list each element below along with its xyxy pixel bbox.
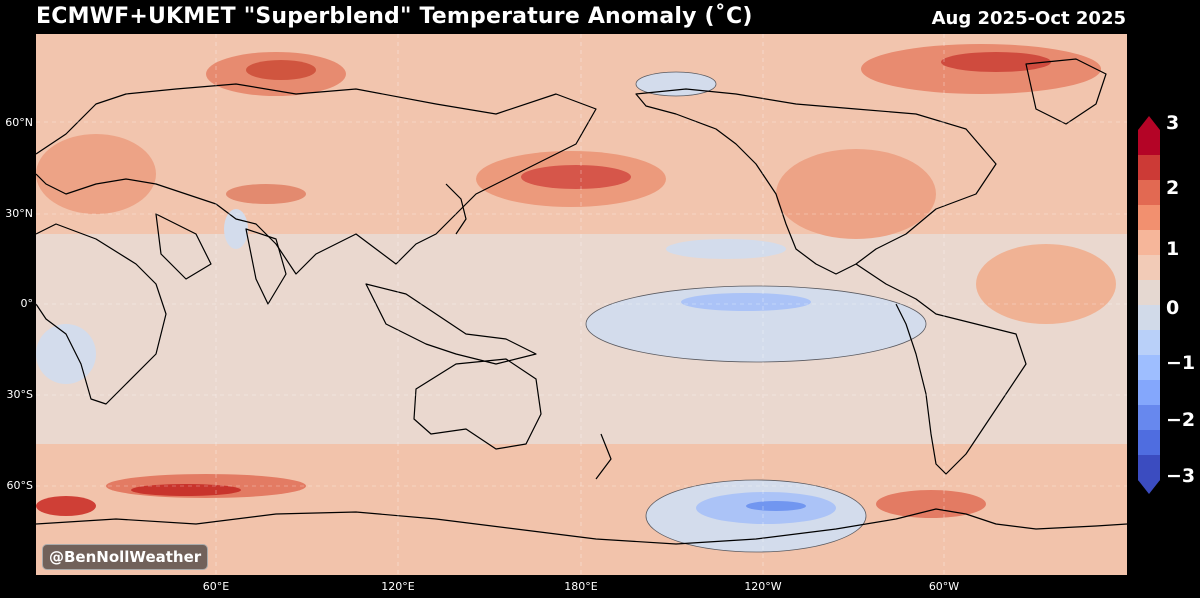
colorbar-extend-down-arrow — [1138, 480, 1160, 494]
anomaly-map — [36, 34, 1127, 575]
lon-label-60e: 60°E — [202, 580, 230, 593]
map-title: ECMWF+UKMET "Superblend" Temperature Ano… — [36, 4, 753, 29]
warm-anomaly-south-america — [976, 244, 1116, 324]
colorbar-tick-0: 0 — [1166, 297, 1180, 319]
colorbar-segment — [1138, 330, 1160, 356]
warm-anomaly-siberia-core — [246, 60, 316, 80]
cool-anomaly-india — [224, 209, 248, 249]
warm-anomaly-southern-ocean-east — [876, 490, 986, 518]
colorbar-segment — [1138, 355, 1160, 381]
lon-label-180e: 180°E — [564, 580, 598, 593]
colorbar-tick-minus-1: −1 — [1166, 352, 1196, 374]
colorbar-segment — [1138, 155, 1160, 181]
lat-label-60s: 60°S — [6, 479, 33, 492]
colorbar-segment — [1138, 380, 1160, 406]
coastlines — [36, 58, 1127, 545]
lat-label-30s: 30°S — [6, 388, 33, 401]
warm-anomaly-tibet — [226, 184, 306, 204]
colorbar-segment — [1138, 255, 1160, 281]
lat-label-30n: 30°N — [5, 207, 33, 220]
colorbar-tick-minus-2: −2 — [1166, 409, 1196, 431]
lon-label-60w: 60°W — [928, 580, 960, 593]
colorbar — [1138, 116, 1160, 494]
colorbar-segment — [1138, 405, 1160, 431]
cool-anomaly-equatorial-pacific — [585, 285, 927, 363]
colorbar-tick-minus-3: −3 — [1166, 465, 1196, 487]
cool-anomaly-equatorial-pacific-core — [681, 293, 811, 311]
colorbar-segment — [1138, 180, 1160, 206]
warm-anomaly-north-america — [776, 149, 936, 239]
lat-label-0: 0° — [20, 297, 34, 310]
cool-anomaly-atlantic — [36, 324, 96, 384]
colorbar-segment — [1138, 455, 1160, 481]
colorbar-tick-2: 2 — [1166, 177, 1180, 199]
cool-anomaly-antarctic-core — [746, 501, 806, 511]
colorbar-segment — [1138, 280, 1160, 306]
neutral-tropics — [36, 234, 1127, 444]
colorbar-segment — [1138, 230, 1160, 256]
colorbar-segment — [1138, 205, 1160, 231]
lat-label-60n: 60°N — [5, 116, 33, 129]
warm-anomaly-southern-ocean-west-core — [131, 484, 241, 496]
colorbar-tick-3: 3 — [1166, 112, 1180, 134]
warm-anomaly-north-pacific-core — [521, 165, 631, 189]
forecast-period: Aug 2025-Oct 2025 — [931, 8, 1126, 29]
colorbar-tick-1: 1 — [1166, 238, 1180, 260]
warm-anomaly-arctic-east-core — [941, 52, 1051, 72]
colorbar-extend-up-arrow — [1138, 116, 1160, 130]
colorbar-segment — [1138, 430, 1160, 456]
lon-label-120w: 120°W — [744, 580, 782, 593]
lon-label-120e: 120°E — [381, 580, 415, 593]
colorbar-segment — [1138, 305, 1160, 331]
graticule — [36, 34, 1127, 575]
cool-anomaly-east-pacific — [666, 239, 786, 259]
warm-anomaly-europe — [36, 134, 156, 214]
colorbar-segment — [1138, 130, 1160, 156]
credit-badge: @BenNollWeather — [42, 544, 209, 570]
warm-anomaly-southern-ocean-far-west — [36, 496, 96, 516]
